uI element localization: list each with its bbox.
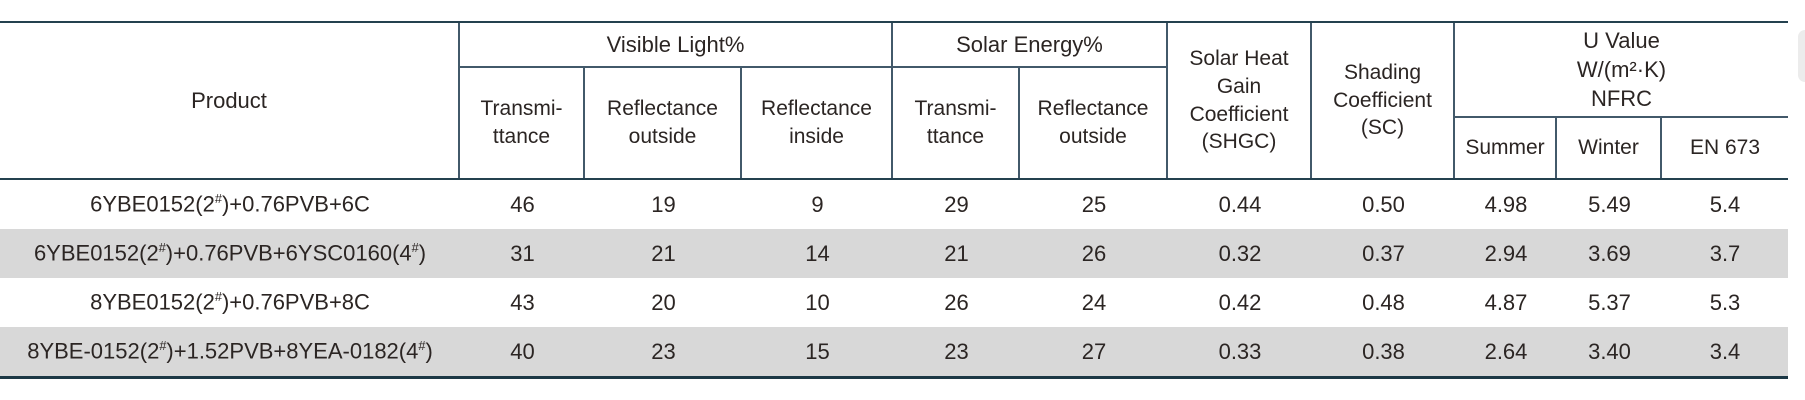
- se-reflectance-outside-cell: 24: [1081, 289, 1107, 315]
- se-reflectance-outside-cell: 27: [1081, 338, 1107, 364]
- shading-coefficient-cell: 0.50: [1362, 191, 1405, 217]
- u-value-winter-cell: 5.37: [1588, 289, 1631, 315]
- u-value-summer-cell: 2.64: [1484, 338, 1528, 364]
- u-value-summer-cell: 2.94: [1484, 240, 1528, 266]
- vl-reflectance-inside-cell: 15: [805, 338, 830, 364]
- product-name-cell: 8YBE0152(2#)+0.76PVB+8C: [90, 288, 370, 315]
- vl-reflectance-outside-header: Reflectance outside: [585, 68, 742, 178]
- shgc-cell: 0.44: [1218, 191, 1262, 217]
- visible-light-group-header: Visible Light%: [460, 23, 893, 68]
- se-transmittance-cell: 21: [944, 240, 969, 266]
- solar-energy-group-header: Solar Energy%: [893, 23, 1168, 68]
- u-value-en673-cell: 3.4: [1709, 338, 1741, 364]
- product-column-header: Product: [0, 23, 460, 178]
- vl-transmittance-header: Transmi- ttance: [460, 68, 585, 178]
- u-value-winter-cell: 3.69: [1588, 240, 1631, 266]
- product-name-cell: 6YBE0152(2#)+0.76PVB+6C: [90, 190, 370, 217]
- u-value-summer-header: Summer: [1455, 118, 1557, 178]
- shgc-column-header: Solar Heat Gain Coefficient (SHGC): [1168, 23, 1312, 178]
- u-value-winter-cell: 3.40: [1588, 338, 1631, 364]
- table-row-2: 6YBE0152(2#)+0.76PVB+6YSC0160(4#) 31 21 …: [0, 229, 1788, 278]
- se-reflectance-outside-cell: 25: [1081, 191, 1107, 217]
- u-value-summer-cell: 4.87: [1484, 289, 1528, 315]
- vl-reflectance-inside-cell: 10: [805, 289, 830, 315]
- shading-coefficient-cell: 0.37: [1362, 240, 1405, 266]
- vl-reflectance-outside-cell: 20: [651, 289, 676, 315]
- product-name-cell: 6YBE0152(2#)+0.76PVB+6YSC0160(4#): [33, 239, 427, 266]
- vl-reflectance-inside-cell: 14: [805, 240, 830, 266]
- u-value-group-header: U Value W/(m²·K) NFRC: [1455, 23, 1788, 118]
- u-value-winter-header: Winter: [1557, 118, 1662, 178]
- vl-reflectance-inside-cell: 9: [811, 191, 824, 217]
- vl-transmittance-cell: 46: [510, 191, 535, 217]
- se-transmittance-header: Transmi- ttance: [893, 68, 1020, 178]
- se-reflectance-outside-header: Reflectance outside: [1020, 68, 1168, 178]
- vl-reflectance-outside-cell: 21: [651, 240, 676, 266]
- vl-transmittance-cell: 40: [510, 338, 535, 364]
- table-body: 6YBE0152(2#)+0.76PVB+6C 46 19 9 29 25 0.…: [0, 180, 1788, 379]
- se-reflectance-outside-cell: 26: [1081, 240, 1107, 266]
- glass-spec-table: Product Visible Light% Transmi- ttance R…: [0, 21, 1788, 379]
- vl-transmittance-cell: 43: [510, 289, 535, 315]
- table-header: Product Visible Light% Transmi- ttance R…: [0, 21, 1788, 180]
- shgc-cell: 0.32: [1218, 240, 1262, 266]
- shgc-cell: 0.33: [1218, 338, 1262, 364]
- se-transmittance-cell: 26: [944, 289, 969, 315]
- vl-reflectance-outside-cell: 19: [651, 191, 676, 217]
- table-row-1: 6YBE0152(2#)+0.76PVB+6C 46 19 9 29 25 0.…: [0, 180, 1788, 229]
- u-value-winter-cell: 5.49: [1588, 191, 1631, 217]
- u-value-en673-cell: 3.7: [1709, 240, 1741, 266]
- u-value-summer-cell: 4.98: [1484, 191, 1528, 217]
- shading-coefficient-column-header: Shading Coefficient (SC): [1312, 23, 1455, 178]
- se-transmittance-cell: 23: [944, 338, 969, 364]
- table-row-4: 8YBE-0152(2#)+1.52PVB+8YEA-0182(4#) 40 2…: [0, 327, 1788, 376]
- table-row-3: 8YBE0152(2#)+0.76PVB+8C 43 20 10 26 24 0…: [0, 278, 1788, 327]
- vl-transmittance-cell: 31: [510, 240, 535, 266]
- shgc-cell: 0.42: [1218, 289, 1262, 315]
- shading-coefficient-cell: 0.38: [1362, 338, 1405, 364]
- right-edge-artifact: [1798, 30, 1805, 82]
- u-value-en673-cell: 5.4: [1709, 191, 1741, 217]
- u-value-en673-cell: 5.3: [1709, 289, 1741, 315]
- vl-reflectance-outside-cell: 23: [651, 338, 676, 364]
- se-transmittance-cell: 29: [944, 191, 969, 217]
- product-name-cell: 8YBE-0152(2#)+1.52PVB+8YEA-0182(4#): [27, 337, 433, 364]
- shading-coefficient-cell: 0.48: [1362, 289, 1405, 315]
- u-value-en673-header: EN 673: [1689, 136, 1761, 160]
- vl-reflectance-inside-header: Reflectance inside: [742, 68, 893, 178]
